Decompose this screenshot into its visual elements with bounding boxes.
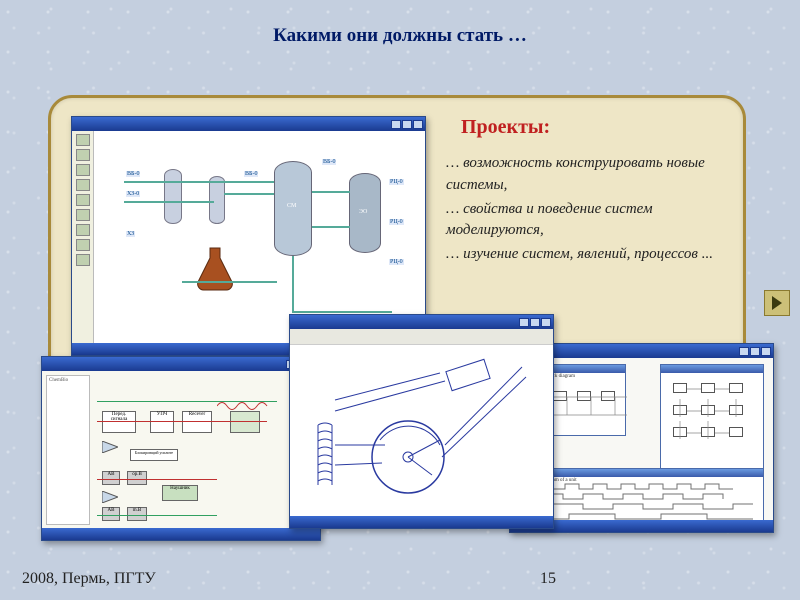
slide-title: Какими они должны стать … (0, 25, 800, 47)
bullet-list: … возможность конструировать новые систе… (446, 153, 731, 268)
window-titlebar (72, 117, 425, 131)
panel-heading: Проекты: (461, 116, 550, 139)
screenshot-circuit: ChemBio Перед.сигнала УПЧ Recever AB op.… (41, 356, 321, 541)
screenshot-drawing (289, 314, 554, 529)
bullet-item: … изучение систем, явлений, процессов ..… (446, 244, 731, 266)
toolbar (72, 131, 94, 343)
bullet-item: … возможность конструировать новые систе… (446, 153, 731, 197)
bullet-item: … свойства и поведение систем моделируют… (446, 199, 731, 243)
diagram-canvas: ВБ-0 ХЗ-0 ХЗ ВБ-0 ВБ-0 РЦ-0 РЦ-0 РЦ-0 СМ… (94, 131, 425, 343)
content-panel: Проекты: … возможность конструировать но… (48, 95, 746, 520)
next-slide-button[interactable] (764, 290, 790, 316)
page-number: 15 (540, 570, 556, 588)
footer-text: 2008, Пермь, ПГТУ (22, 570, 156, 588)
